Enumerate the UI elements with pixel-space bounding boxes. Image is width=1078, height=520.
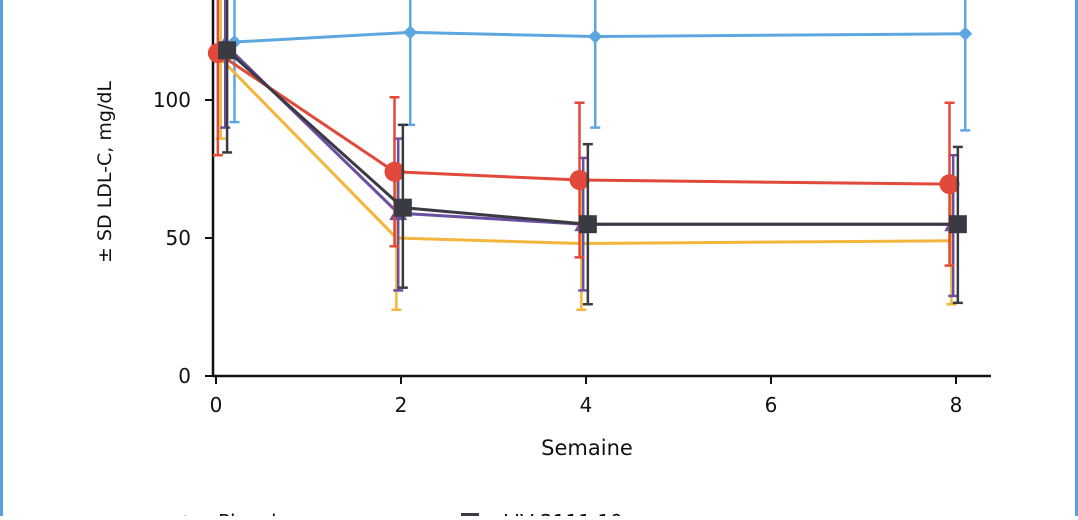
legend-label: Placebo <box>218 510 296 516</box>
data-point-circle <box>384 161 405 182</box>
data-point-circle <box>939 174 960 195</box>
data-point-diamond <box>958 26 973 41</box>
series-2 <box>216 0 963 298</box>
series-line <box>234 30 966 44</box>
x-tick-label: 4 <box>580 393 593 417</box>
y-axis-label: ± SD LDL-C, mg/dL <box>94 81 116 263</box>
legend: Placebo LIV 2111 10 mg <box>180 510 661 520</box>
data-point-circle <box>569 170 590 191</box>
data-point-square <box>393 198 412 217</box>
series-0 <box>227 0 973 132</box>
series-line <box>219 57 952 246</box>
x-axis-label: Semaine <box>541 436 633 460</box>
series-1 <box>215 0 957 312</box>
axis-labels: Semaine ± SD LDL-C, mg/dL <box>94 81 633 460</box>
y-tick-label: 50 <box>166 226 191 250</box>
series-3 <box>207 0 960 267</box>
chart-svg: 0 2 4 6 8 0 50 100 Semaine ± SD LDL-C, mg/dL Pl… <box>94 0 991 520</box>
axes: 0 2 4 6 8 0 50 100 <box>153 0 991 417</box>
x-tick-label: 8 <box>950 393 963 417</box>
data-point-diamond <box>403 25 418 40</box>
data-point-square <box>218 41 237 60</box>
legend-label: LIV 2111 10 mg <box>503 510 661 516</box>
series-layer <box>207 0 973 312</box>
series-line <box>217 51 950 186</box>
data-point-square <box>948 215 967 234</box>
series-4 <box>218 0 967 306</box>
x-tick-label: 6 <box>765 393 778 417</box>
x-tick-label: 2 <box>395 393 408 417</box>
data-point-square <box>578 215 597 234</box>
series-line <box>224 43 954 226</box>
series-line <box>226 49 958 226</box>
x-tick-label: 0 <box>210 393 223 417</box>
y-tick-label: 0 <box>178 364 191 388</box>
y-tick-label: 100 <box>153 88 191 112</box>
data-point-diamond <box>588 29 603 44</box>
